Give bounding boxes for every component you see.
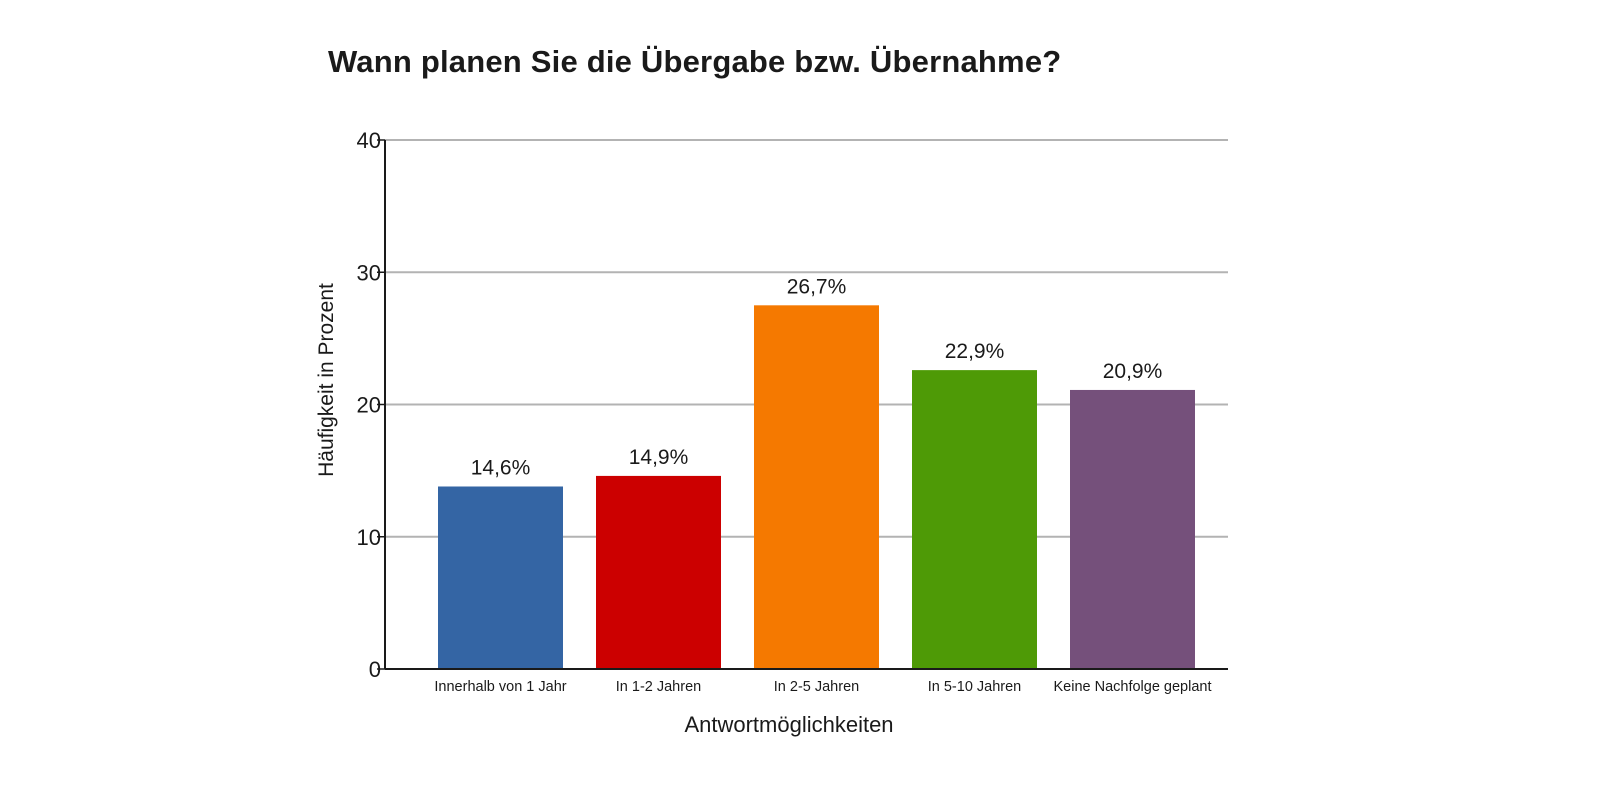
x-tick-label: In 1-2 Jahren — [616, 679, 701, 695]
bar — [438, 486, 563, 669]
data-label: 14,9% — [629, 446, 689, 469]
y-tick-label: 20 — [357, 393, 381, 418]
x-tick-label: Keine Nachfolge geplant — [1053, 679, 1211, 695]
chart-title: Wann planen Sie die Übergabe bzw. Überna… — [328, 44, 1062, 79]
bar — [596, 475, 721, 669]
x-tick-label: In 5-10 Jahren — [928, 679, 1022, 695]
data-label: 20,9% — [1103, 360, 1163, 383]
bar — [1070, 389, 1195, 669]
y-axis-label: Häufigkeit in Prozent — [315, 283, 338, 477]
x-tick-label: In 2-5 Jahren — [774, 679, 859, 695]
bar — [912, 370, 1037, 669]
bar — [754, 305, 879, 669]
y-tick-label: 40 — [357, 128, 381, 153]
y-tick-label: 30 — [357, 260, 381, 285]
data-label: 14,6% — [471, 456, 531, 479]
y-tick-label: 0 — [369, 657, 381, 682]
x-axis-label: Antwortmöglichkeiten — [684, 712, 893, 737]
data-label: 22,9% — [945, 340, 1005, 363]
data-label: 26,7% — [787, 275, 847, 298]
x-tick-label: Innerhalb von 1 Jahr — [434, 679, 566, 695]
y-tick-label: 10 — [357, 525, 381, 550]
